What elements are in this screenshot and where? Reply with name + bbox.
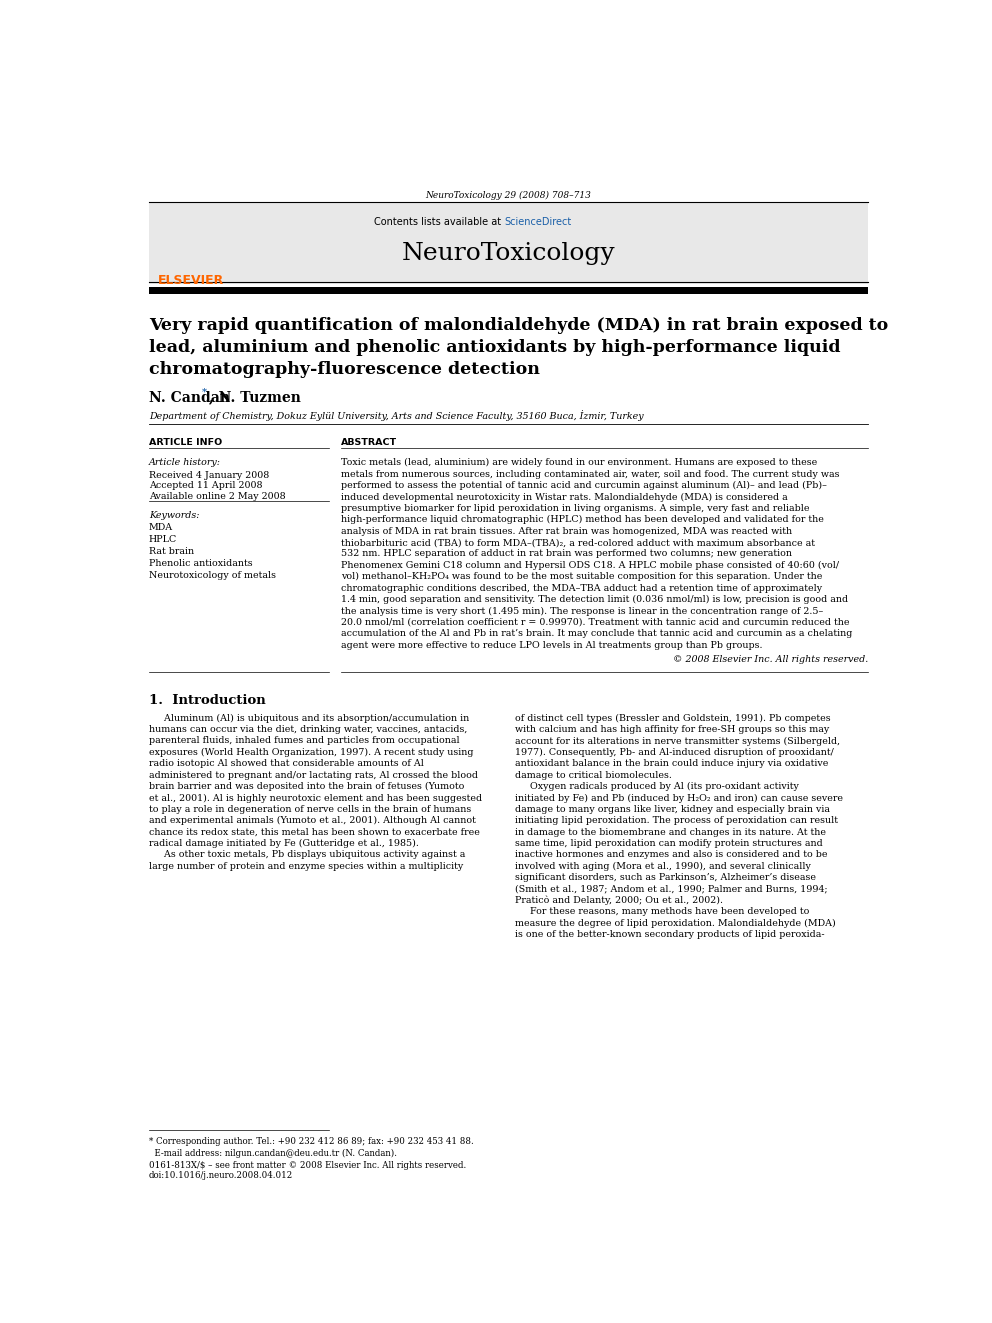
Text: of distinct cell types (Bressler and Goldstein, 1991). Pb competes: of distinct cell types (Bressler and Gol… [515,713,830,722]
Text: Very rapid quantification of malondialdehyde (MDA) in rat brain exposed to: Very rapid quantification of malondialde… [149,316,888,333]
Text: analysis of MDA in rat brain tissues. After rat brain was homogenized, MDA was r: analysis of MDA in rat brain tissues. Af… [341,527,793,536]
Text: exposures (World Health Organization, 1997). A recent study using: exposures (World Health Organization, 19… [149,747,473,757]
Text: agent were more effective to reduce LPO levels in Al treatments group than Pb gr: agent were more effective to reduce LPO … [341,640,763,650]
Text: ARTICLE INFO: ARTICLE INFO [149,438,222,446]
Text: humans can occur via the diet, drinking water, vaccines, antacids,: humans can occur via the diet, drinking … [149,725,467,734]
Text: is one of the better-known secondary products of lipid peroxida-: is one of the better-known secondary pro… [515,930,824,939]
Text: Received 4 January 2008: Received 4 January 2008 [149,471,269,480]
Text: lead, aluminium and phenolic antioxidants by high-performance liquid: lead, aluminium and phenolic antioxidant… [149,339,840,356]
Text: same time, lipid peroxidation can modify protein structures and: same time, lipid peroxidation can modify… [515,839,822,848]
Text: with calcium and has high affinity for free-SH groups so this may: with calcium and has high affinity for f… [515,725,829,734]
Text: *: * [201,388,206,397]
Text: , N. Tuzmen: , N. Tuzmen [209,390,302,405]
Text: involved with aging (Mora et al., 1990), and several clinically: involved with aging (Mora et al., 1990),… [515,861,810,871]
Text: doi:10.1016/j.neuro.2008.04.012: doi:10.1016/j.neuro.2008.04.012 [149,1171,293,1180]
Text: damage to critical biomolecules.: damage to critical biomolecules. [515,770,672,779]
Text: and experimental animals (Yumoto et al., 2001). Although Al cannot: and experimental animals (Yumoto et al.,… [149,816,476,826]
Text: parenteral fluids, inhaled fumes and particles from occupational: parenteral fluids, inhaled fumes and par… [149,737,459,745]
Text: 1.4 min, good separation and sensitivity. The detection limit (0.036 nmol/ml) is: 1.4 min, good separation and sensitivity… [341,595,848,605]
Text: Neurotoxicology of metals: Neurotoxicology of metals [149,572,276,579]
Text: large number of protein and enzyme species within a multiplicity: large number of protein and enzyme speci… [149,861,463,871]
Text: chromatography-fluorescence detection: chromatography-fluorescence detection [149,360,540,377]
Text: accumulation of the Al and Pb in rat’s brain. It may conclude that tannic acid a: accumulation of the Al and Pb in rat’s b… [341,630,852,638]
Text: measure the degree of lipid peroxidation. Malondialdehyde (MDA): measure the degree of lipid peroxidation… [515,918,835,927]
Text: ABSTRACT: ABSTRACT [341,438,397,446]
Text: 1.  Introduction: 1. Introduction [149,693,266,706]
Text: Department of Chemistry, Dokuz Eylül University, Arts and Science Faculty, 35160: Department of Chemistry, Dokuz Eylül Uni… [149,410,644,421]
Text: high-performance liquid chromatographic (HPLC) method has been developed and val: high-performance liquid chromatographic … [341,515,824,524]
Text: account for its alterations in nerve transmitter systems (Silbergeld,: account for its alterations in nerve tra… [515,737,839,746]
Text: NeuroToxicology: NeuroToxicology [402,242,615,265]
Text: et al., 2001). Al is highly neurotoxic element and has been suggested: et al., 2001). Al is highly neurotoxic e… [149,794,482,803]
Text: administered to pregnant and/or lactating rats, Al crossed the blood: administered to pregnant and/or lactatin… [149,770,478,779]
Text: Rat brain: Rat brain [149,548,193,556]
Text: Toxic metals (lead, aluminium) are widely found in our environment. Humans are e: Toxic metals (lead, aluminium) are widel… [341,458,817,467]
Text: E-mail address: nilgun.candan@deu.edu.tr (N. Candan).: E-mail address: nilgun.candan@deu.edu.tr… [149,1150,397,1159]
Text: Accepted 11 April 2008: Accepted 11 April 2008 [149,482,262,491]
Text: Phenolic antioxidants: Phenolic antioxidants [149,560,252,568]
Text: ScienceDirect: ScienceDirect [505,217,571,228]
Text: thiobarbituric acid (TBA) to form MDA–(TBA)₂, a red-colored adduct with maximum : thiobarbituric acid (TBA) to form MDA–(T… [341,538,815,548]
Text: chromatographic conditions described, the MDA–TBA adduct had a retention time of: chromatographic conditions described, th… [341,583,822,593]
Text: N. Candan: N. Candan [149,390,230,405]
Text: significant disorders, such as Parkinson’s, Alzheimer’s disease: significant disorders, such as Parkinson… [515,873,815,882]
Text: For these reasons, many methods have been developed to: For these reasons, many methods have bee… [515,908,808,917]
Text: inactive hormones and enzymes and also is considered and to be: inactive hormones and enzymes and also i… [515,851,827,860]
Text: initiating lipid peroxidation. The process of peroxidation can result: initiating lipid peroxidation. The proce… [515,816,837,826]
Bar [149,204,868,283]
Text: performed to assess the potential of tannic acid and curcumin against aluminum (: performed to assess the potential of tan… [341,482,827,491]
Text: Article history:: Article history: [149,458,221,467]
Text: in damage to the biomembrane and changes in its nature. At the: in damage to the biomembrane and changes… [515,828,825,836]
Text: MDA: MDA [149,524,173,532]
Text: vol) methanol–KH₂PO₄ was found to be the most suitable composition for this sepa: vol) methanol–KH₂PO₄ was found to be the… [341,573,822,581]
Text: As other toxic metals, Pb displays ubiquitous activity against a: As other toxic metals, Pb displays ubiqu… [149,851,465,860]
Text: Available online 2 May 2008: Available online 2 May 2008 [149,492,286,501]
Text: HPLC: HPLC [149,536,177,544]
Text: chance its redox state, this metal has been shown to exacerbate free: chance its redox state, this metal has b… [149,828,480,836]
Text: Phenomenex Gemini C18 column and Hypersil ODS C18. A HPLC mobile phase consisted: Phenomenex Gemini C18 column and Hypersi… [341,561,839,570]
Text: 532 nm. HPLC separation of adduct in rat brain was performed two columns; new ge: 532 nm. HPLC separation of adduct in rat… [341,549,792,558]
Text: metals from numerous sources, including contaminated air, water, soil and food. : metals from numerous sources, including … [341,470,839,479]
Text: initiated by Fe) and Pb (induced by H₂O₂ and iron) can cause severe: initiated by Fe) and Pb (induced by H₂O₂… [515,794,842,803]
Text: 1977). Consequently, Pb- and Al-induced disruption of prooxidant/: 1977). Consequently, Pb- and Al-induced … [515,747,833,757]
Text: brain barrier and was deposited into the brain of fetuses (Yumoto: brain barrier and was deposited into the… [149,782,464,791]
Text: damage to many organs like liver, kidney and especially brain via: damage to many organs like liver, kidney… [515,804,829,814]
Text: ELSEVIER: ELSEVIER [158,274,224,287]
Text: Praticò and Delanty, 2000; Ou et al., 2002).: Praticò and Delanty, 2000; Ou et al., 2… [515,896,722,905]
Text: 0161-813X/$ – see front matter © 2008 Elsevier Inc. All rights reserved.: 0161-813X/$ – see front matter © 2008 El… [149,1160,466,1170]
Text: radio isotopic Al showed that considerable amounts of Al: radio isotopic Al showed that considerab… [149,759,424,769]
Text: © 2008 Elsevier Inc. All rights reserved.: © 2008 Elsevier Inc. All rights reserved… [673,655,868,664]
Text: Keywords:: Keywords: [149,512,199,520]
Text: (Smith et al., 1987; Andom et al., 1990; Palmer and Burns, 1994;: (Smith et al., 1987; Andom et al., 1990;… [515,885,827,893]
Text: radical damage initiated by Fe (Gutteridge et al., 1985).: radical damage initiated by Fe (Gutterid… [149,839,419,848]
Text: Contents lists available at: Contents lists available at [374,217,505,228]
Text: presumptive biomarker for lipid peroxidation in living organisms. A simple, very: presumptive biomarker for lipid peroxida… [341,504,809,513]
Text: 20.0 nmol/ml (correlation coefficient r = 0.99970). Treatment with tannic acid a: 20.0 nmol/ml (correlation coefficient r … [341,618,849,627]
Text: to play a role in degeneration of nerve cells in the brain of humans: to play a role in degeneration of nerve … [149,804,471,814]
Text: * Corresponding author. Tel.: +90 232 412 86 89; fax: +90 232 453 41 88.: * Corresponding author. Tel.: +90 232 41… [149,1138,473,1147]
Text: Oxygen radicals produced by Al (its pro-oxidant activity: Oxygen radicals produced by Al (its pro-… [515,782,799,791]
Text: Aluminum (Al) is ubiquitous and its absorption/accumulation in: Aluminum (Al) is ubiquitous and its abso… [149,713,469,722]
Text: induced developmental neurotoxicity in Wistar rats. Malondialdehyde (MDA) is con: induced developmental neurotoxicity in W… [341,492,788,501]
Text: antioxidant balance in the brain could induce injury via oxidative: antioxidant balance in the brain could i… [515,759,828,769]
Text: the analysis time is very short (1.495 min). The response is linear in the conce: the analysis time is very short (1.495 m… [341,606,823,615]
Bar [149,287,868,294]
Text: NeuroToxicology 29 (2008) 708–713: NeuroToxicology 29 (2008) 708–713 [426,191,591,200]
